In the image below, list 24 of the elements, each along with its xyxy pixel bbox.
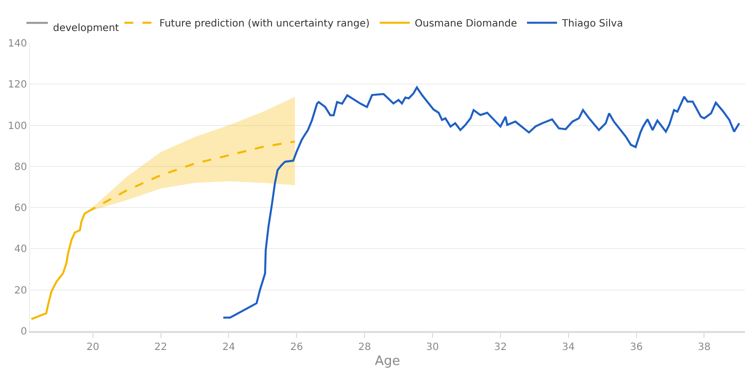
y-tick-label: 20	[14, 285, 27, 296]
x-axis-title: Age	[374, 354, 400, 370]
y-tick-label: 120	[8, 80, 27, 91]
x-tick-label: 32	[494, 342, 507, 353]
y-tick-label: 60	[14, 203, 27, 214]
y-tick-label: 140	[8, 38, 27, 50]
y-tick-label: 100	[8, 120, 27, 132]
text: development	[53, 23, 120, 34]
x-tick-label: 22	[154, 342, 168, 353]
x-tick-label: 20	[86, 342, 100, 353]
legend-label: Future prediction (with uncertainty range)	[159, 18, 370, 30]
y-tick-label: 80	[14, 162, 27, 173]
y-tick-label: 0	[20, 326, 27, 338]
x-tick-label: 34	[562, 342, 575, 353]
x-tick-label: 28	[358, 342, 371, 353]
x-tick-label: 38	[698, 342, 711, 353]
line-series	[222, 86, 740, 319]
x-tick-label: 24	[222, 342, 236, 353]
x-tick-label: 26	[290, 342, 304, 353]
legend-label: Ousmane Diomande	[414, 18, 518, 30]
legend-label: Thiago Silva	[561, 18, 623, 30]
x-tick-label: 30	[426, 342, 439, 353]
y-tick-label: 40	[14, 244, 27, 256]
x-tick-label: 36	[630, 342, 643, 353]
